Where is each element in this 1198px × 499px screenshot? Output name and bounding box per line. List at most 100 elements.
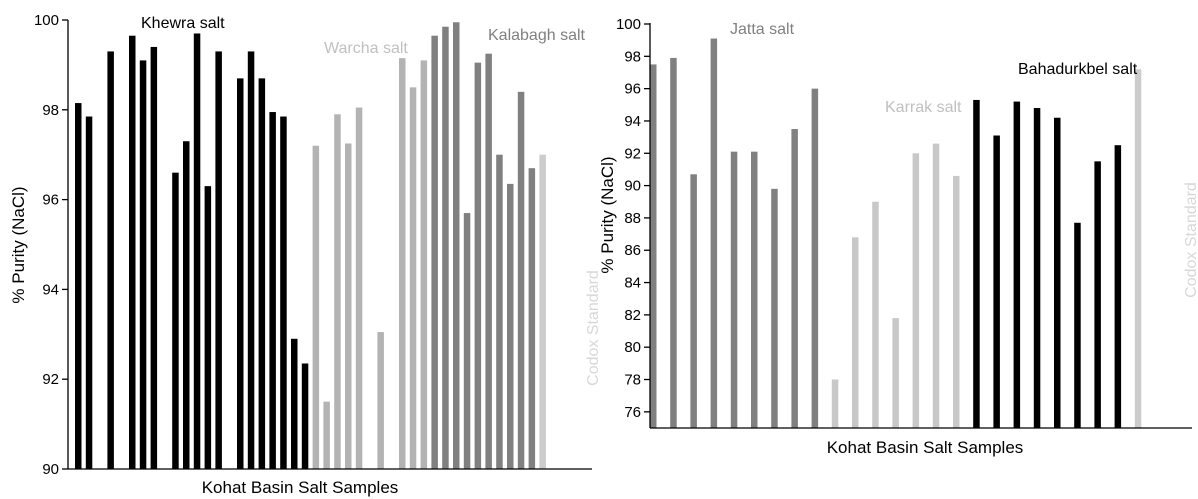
left-bar-g0-6 [139,60,147,469]
right-bar-g2-5 [1074,222,1081,428]
right-bar-g2-0 [973,99,980,429]
left-bar-g2-6 [496,154,503,469]
left-bar-g2-5 [485,53,492,470]
right-bar-g1-0 [831,379,839,428]
right-y-tick-label: 92 [624,145,641,162]
left-bar-g0-19 [280,116,287,469]
right-bar-g1-4 [912,153,920,428]
right-bar-g0-3 [710,38,718,428]
left-bar-g0-13 [215,51,222,470]
right-bar-g0-8 [811,88,819,428]
left-bar-g0-20 [291,338,298,469]
left-bar-g0-10 [183,141,190,470]
right-bar-g0-4 [730,151,738,428]
left-bar-g1-2 [334,114,341,469]
right-y-tick-label: 86 [624,242,641,259]
right-bar-g1-3 [892,318,899,428]
right-y-tick-label: 98 [624,48,641,65]
right-bar-g0-7 [791,129,798,429]
right-y-tick-label: 94 [624,113,641,130]
left-y-axis-title: % Purity (NaCl) [9,186,28,303]
left-bar-g1-6 [377,332,384,469]
right-bar-g0-6 [771,188,778,428]
left-bar-g0-7 [150,46,158,469]
right-y-tick-label: 90 [624,178,641,195]
left-bar-g3-0 [539,154,546,469]
left-y-tick-label: 96 [42,192,59,209]
left-bar-g2-1 [442,26,449,470]
left-y-tick-label: 100 [34,12,59,29]
left-y-tick-label: 98 [42,102,59,119]
left-bar-g2-0 [431,35,438,470]
right-chart: 76 78 80 82 84 86 88 90 92 94 96 98 100 % Purity (Na… [600,16,1198,457]
right-bar-g2-4 [1054,117,1061,428]
left-bar-g0-12 [204,186,212,469]
left-bar-g0-5 [129,35,136,470]
left-bar-g1-10 [420,60,428,469]
right-bar-g2-2 [1013,101,1021,429]
right-bar-g0-5 [751,151,758,428]
right-x-axis-title: Kohat Basin Salt Samples [827,438,1024,457]
left-group-label-khewra: Khewra salt [141,15,225,32]
left-bar-g0-0 [75,103,82,469]
right-group-label-bahadurkbel: Bahadurkbel salt [1018,61,1138,78]
left-chart: 90 92 94 96 98 100 % Purity (NaCl) Kohat Basi… [9,12,600,497]
left-bar-g0-21 [301,363,309,469]
right-bar-g1-6 [953,175,960,428]
left-group-label-codox: Codox Standard [585,270,600,386]
right-bars [650,38,1142,429]
right-y-tick-label: 96 [624,81,641,98]
right-bar-g0-2 [690,174,697,428]
right-y-tick-label: 88 [624,210,641,227]
left-bar-g0-3 [107,51,114,470]
right-bar-g2-1 [993,135,1000,428]
right-bar-g1-1 [852,237,859,428]
left-bar-g0-11 [193,33,201,469]
right-y-tick-label: 80 [624,339,641,356]
right-y-tick-label: 100 [616,16,641,33]
left-bar-g2-8 [517,91,525,469]
left-bar-g0-16 [247,51,255,470]
left-x-axis-title: Kohat Basin Salt Samples [202,478,399,497]
right-bar-g2-3 [1033,108,1041,429]
left-bar-g1-9 [409,87,417,469]
right-bar-g2-6 [1094,161,1101,429]
left-bar-g2-3 [463,213,471,469]
left-bar-g2-7 [507,183,514,469]
left-bar-g1-8 [399,58,406,469]
right-group-label-codox: Codox Standard [1183,182,1198,298]
left-bar-g1-1 [323,401,330,469]
left-bar-g0-15 [237,78,244,470]
right-y-axis-title: % Purity (NaCl) [600,156,617,273]
left-bar-g2-9 [528,168,536,470]
right-bar-g1-5 [932,143,940,429]
right-bar-g3-0 [1134,69,1142,429]
left-bar-g2-2 [453,22,460,470]
left-bar-g1-0 [312,145,320,469]
right-group-label-jatta: Jatta salt [730,21,795,38]
left-y-ticks: 90 92 94 96 98 100 [34,12,68,478]
left-bar-g0-1 [85,116,93,469]
left-y-tick-label: 90 [42,461,59,478]
left-bar-g0-18 [269,112,276,470]
right-bar-g0-1 [670,57,677,428]
right-y-tick-label: 84 [624,275,641,292]
left-bar-g0-17 [258,78,266,470]
right-bar-g0-0 [650,64,657,429]
right-y-tick-label: 76 [624,404,641,421]
left-bar-g0-9 [172,172,179,469]
right-bar-g1-2 [872,201,879,428]
right-y-tick-label: 82 [624,307,641,324]
left-bar-g1-4 [355,107,363,470]
right-group-label-karrak: Karrak salt [885,99,962,116]
left-y-tick-label: 94 [42,281,59,298]
right-y-ticks: 76 78 80 82 84 86 88 90 92 94 96 98 100 [616,16,650,421]
left-y-tick-label: 92 [42,371,59,388]
right-bar-g2-7 [1114,145,1122,428]
left-bars [75,22,546,470]
right-y-tick-label: 78 [624,372,641,389]
left-bar-g2-4 [474,62,482,469]
left-bar-g1-3 [345,143,352,469]
left-group-label-warcha: Warcha salt [324,40,408,57]
left-group-label-kalabagh: Kalabagh salt [488,27,586,44]
